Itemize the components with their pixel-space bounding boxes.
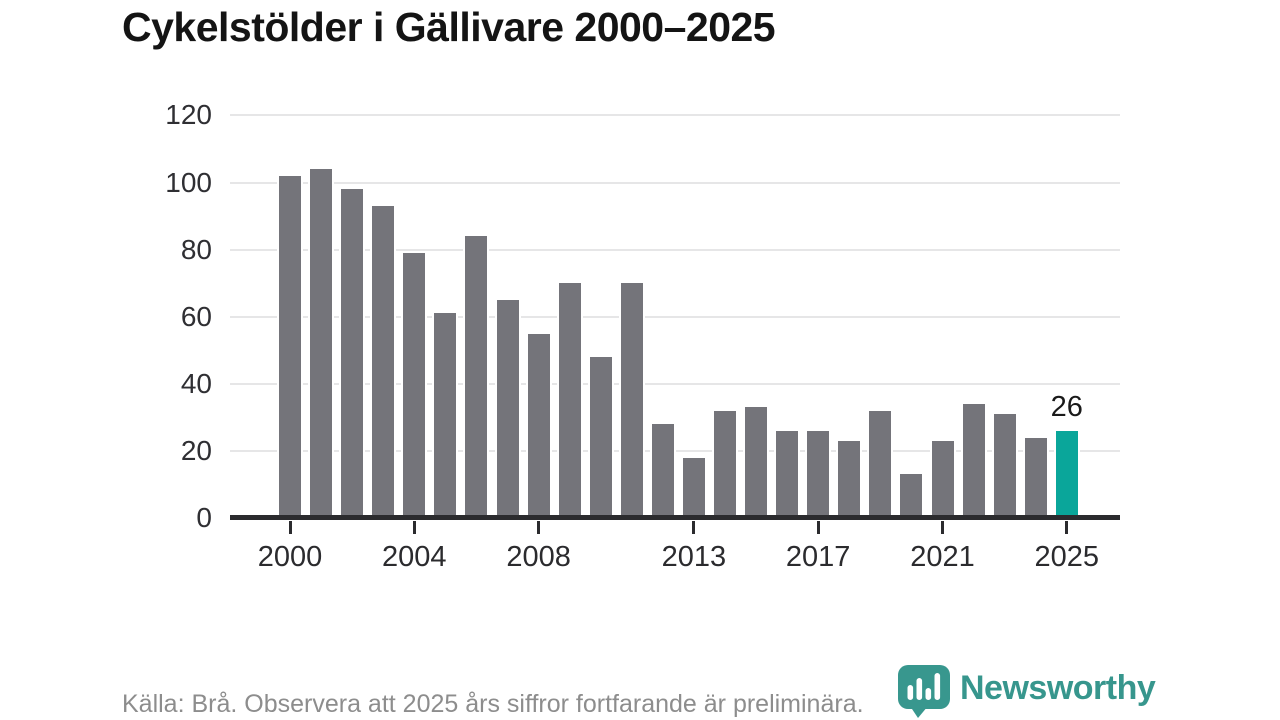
bar	[465, 236, 488, 518]
newsworthy-logo-text: Newsworthy	[960, 669, 1156, 707]
gridline	[230, 315, 1120, 318]
bar	[651, 424, 674, 518]
x-axis-label: 2000	[257, 541, 323, 573]
bar	[1024, 437, 1047, 518]
bar	[807, 430, 830, 518]
x-axis-label: 2017	[785, 541, 851, 573]
bar	[558, 283, 581, 518]
bar	[527, 333, 550, 518]
bar	[993, 414, 1016, 518]
bar	[838, 440, 861, 518]
bar	[310, 169, 333, 518]
bar-highlighted	[1055, 430, 1078, 518]
y-axis-label: 60	[180, 300, 212, 332]
chart-title: Cykelstölder i Gällivare 2000–2025	[122, 4, 776, 50]
bar	[900, 474, 923, 518]
gridline	[230, 114, 1120, 117]
bar	[403, 253, 426, 518]
y-axis-label: 0	[196, 502, 212, 533]
plot-area: 0 20 40 60 80 100 120 2000 2004 2008 2013 2017 2021 2…	[165, 99, 1120, 573]
x-axis-label: 2004	[382, 541, 447, 573]
newsworthy-logo: Newsworthy	[897, 664, 1156, 718]
x-axis-tick	[288, 521, 292, 534]
y-axis-label: 100	[165, 166, 212, 198]
x-axis-tick	[816, 521, 820, 534]
x-axis-label: 2013	[661, 541, 727, 573]
bar-value-label: 26	[1050, 390, 1083, 423]
gridline	[230, 181, 1120, 184]
bar	[279, 175, 301, 518]
x-axis-label: 2021	[910, 541, 975, 573]
bar	[589, 357, 612, 518]
bar	[496, 299, 519, 518]
x-axis-label: 2025	[1034, 541, 1100, 573]
x-axis-label: 2008	[506, 541, 571, 573]
y-axis-label: 20	[180, 434, 212, 466]
gridline	[230, 382, 1120, 385]
bar	[341, 189, 364, 518]
bar	[434, 313, 457, 518]
x-axis-tick	[1065, 521, 1069, 534]
bar	[776, 430, 799, 518]
newsworthy-pin-barchart-icon	[898, 665, 950, 718]
x-axis-tick	[412, 521, 416, 534]
bar	[620, 283, 643, 518]
gridline	[230, 449, 1120, 452]
x-axis-tick	[537, 521, 541, 534]
bar	[869, 410, 892, 518]
bar	[931, 440, 954, 518]
x-axis-tick	[941, 521, 944, 534]
bar	[714, 410, 736, 518]
source-note: Källa: Brå. Observera att 2025 års siffr…	[122, 690, 864, 718]
x-axis-tick	[692, 521, 696, 534]
bar	[962, 403, 985, 518]
y-axis-label: 120	[165, 99, 212, 131]
gridline	[230, 248, 1120, 251]
bar	[372, 206, 395, 518]
y-axis-label: 40	[180, 367, 212, 399]
y-axis-label: 80	[180, 233, 212, 265]
bar	[682, 457, 705, 518]
x-axis-line	[230, 515, 1120, 520]
bar	[745, 407, 767, 518]
